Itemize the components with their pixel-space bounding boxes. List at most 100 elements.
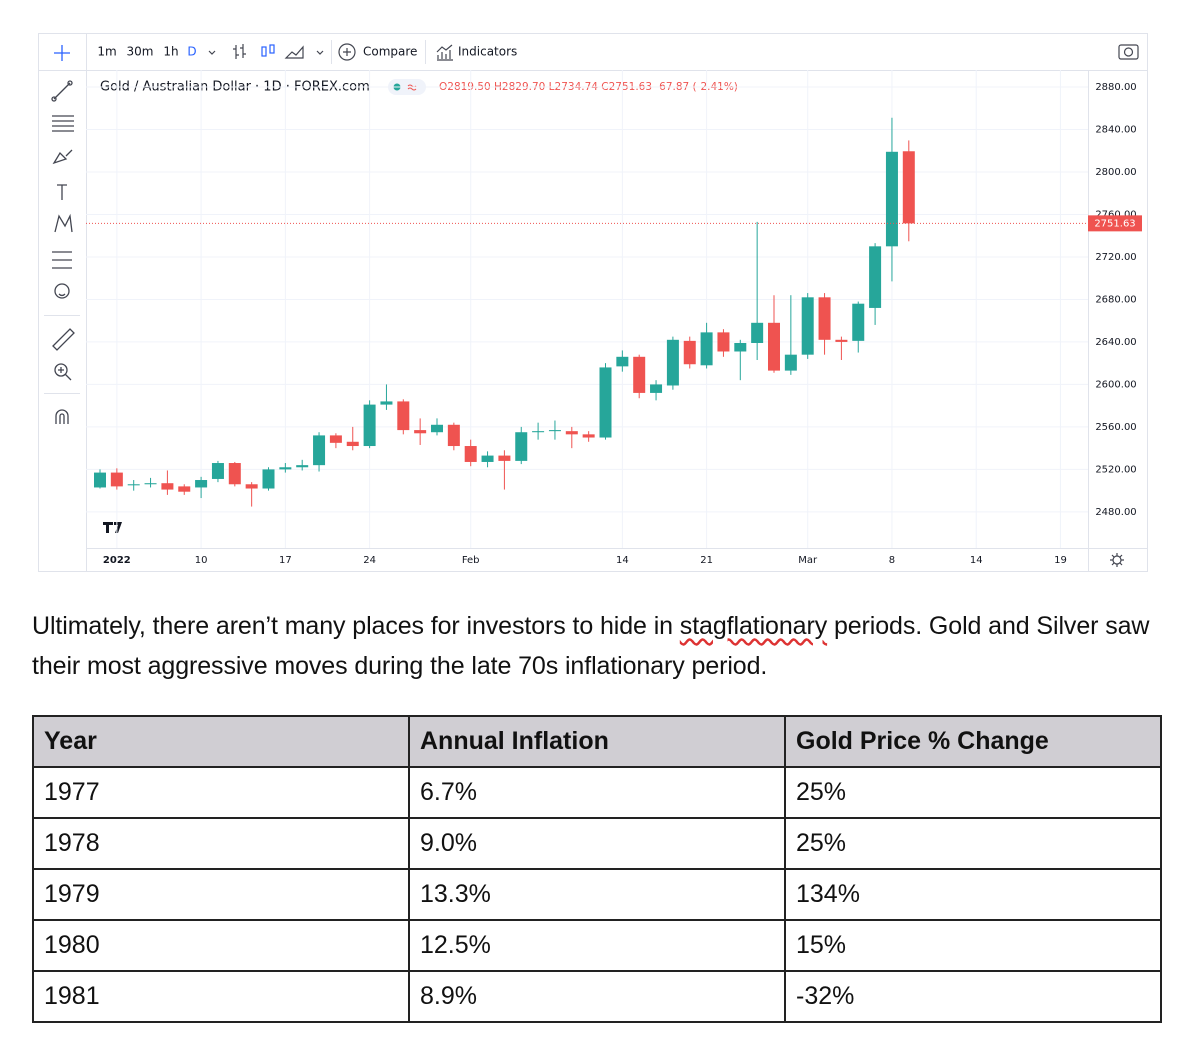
candle-body [717,332,730,352]
candle-body [127,484,140,486]
grid [86,70,1088,548]
candle-body [346,441,359,447]
candle-body [431,424,443,433]
candle-body [818,297,831,340]
toolbar-icons[interactable] [208,43,1139,61]
candle-body [700,332,713,366]
candle-body [245,484,258,489]
y-tick-label: 2760.00 [1095,209,1136,220]
candle-body [329,435,342,443]
table-row: 1981 8.9% -32% [32,970,1162,1023]
table-row: 1979 13.3% 134% [32,868,1162,921]
x-tick-label: 17 [279,555,292,566]
candle-body [397,401,410,431]
x-tick-label: 24 [363,555,376,566]
compare-button[interactable]: Compare [363,45,417,59]
data-table: Year Annual Inflation Gold Price % Change 1… [32,715,1162,1023]
table-cell: 134% [784,868,1162,921]
candle-body [734,342,747,352]
candle-body [228,463,241,485]
candle-body [363,404,376,447]
y-tick-label: 2720.00 [1095,252,1136,263]
header-cell: Year [32,715,410,768]
table-row: 1977 6.7% 25% [32,766,1162,819]
candle-body [784,354,797,371]
table-cell: -32% [784,970,1162,1023]
candle-body [498,455,511,461]
interval-button[interactable]: D [187,45,196,59]
y-tick-label: 2880.00 [1095,82,1136,93]
spellcheck-word: stagflationary [679,612,828,640]
settings-icon[interactable] [1110,553,1124,567]
last-price-box [1088,215,1142,232]
candle-body [683,340,696,365]
table-cell: 9.0% [408,817,786,870]
chart-frame [38,33,1148,572]
candle-body [296,465,309,468]
candle-body [447,424,460,447]
candle-body [262,469,275,489]
table-cell: 1980 [32,919,410,972]
table-cell: 1978 [32,817,410,870]
paragraph: Ultimately, there aren’t many places for… [32,606,1162,686]
candle-body [835,339,848,342]
y-tick-label: 2840.00 [1095,124,1136,135]
table-cell: 6.7% [408,766,786,819]
candle-body [666,339,679,386]
candle-body [195,480,208,488]
candle-body [144,483,157,485]
candle-body [313,435,326,466]
interval-button[interactable]: 1m [97,45,116,59]
drawing-tools[interactable] [51,45,75,424]
interval-button[interactable]: 30m [127,45,154,59]
table-cell: 1977 [32,766,410,819]
y-tick-label: 2640.00 [1095,337,1136,348]
x-tick-label: 19 [1054,555,1067,566]
header-cell: Annual Inflation [408,715,786,768]
candle-body [548,430,561,432]
candle-body [852,303,865,341]
candle-body [869,246,882,308]
candle-body [885,151,898,247]
table-cell: 1979 [32,868,410,921]
candle-body [161,483,174,490]
candle-body [414,430,427,434]
table-row: 1978 9.0% 25% [32,817,1162,870]
candle-body [616,356,629,367]
candle-body [633,356,646,393]
candle-body [599,367,612,438]
header-row: Year Annual Inflation Gold Price % Change [32,715,1162,768]
table-cell: 1981 [32,970,410,1023]
x-tick-label: 8 [889,555,895,566]
candle-body [178,486,191,492]
candle-body [481,455,494,462]
table-cell: 25% [784,766,1162,819]
candle-body [110,472,123,487]
x-tick-label: 10 [195,555,208,566]
y-tick-label: 2600.00 [1095,379,1136,390]
text: periods. Gold and Silver saw their most … [32,612,1150,680]
candle-body [751,322,764,343]
candle-body [565,431,578,435]
y-tick-label: 2520.00 [1095,464,1136,475]
y-tick-label: 2680.00 [1095,294,1136,305]
interval-button[interactable]: 1h [163,45,178,59]
table-cell: 8.9% [408,970,786,1023]
x-tick-label: 2022 [103,555,131,566]
header-cell: Gold Price % Change [784,715,1162,768]
x-tick-label: 14 [616,555,629,566]
x-tick-label: Mar [798,555,818,566]
candle-body [902,151,915,224]
x-tick-label: Feb [462,555,480,566]
table-row: 1980 12.5% 15% [32,919,1162,972]
text: Ultimately, there aren’t many places for… [32,612,680,640]
indicators-button[interactable]: Indicators [458,45,517,59]
candle-body [464,446,477,462]
candle-body [650,384,663,393]
table-cell: 15% [784,919,1162,972]
candle-body [211,463,224,479]
y-tick-label: 2560.00 [1095,422,1136,433]
candle-body [582,434,595,438]
y-tick-label: 2480.00 [1095,507,1136,518]
